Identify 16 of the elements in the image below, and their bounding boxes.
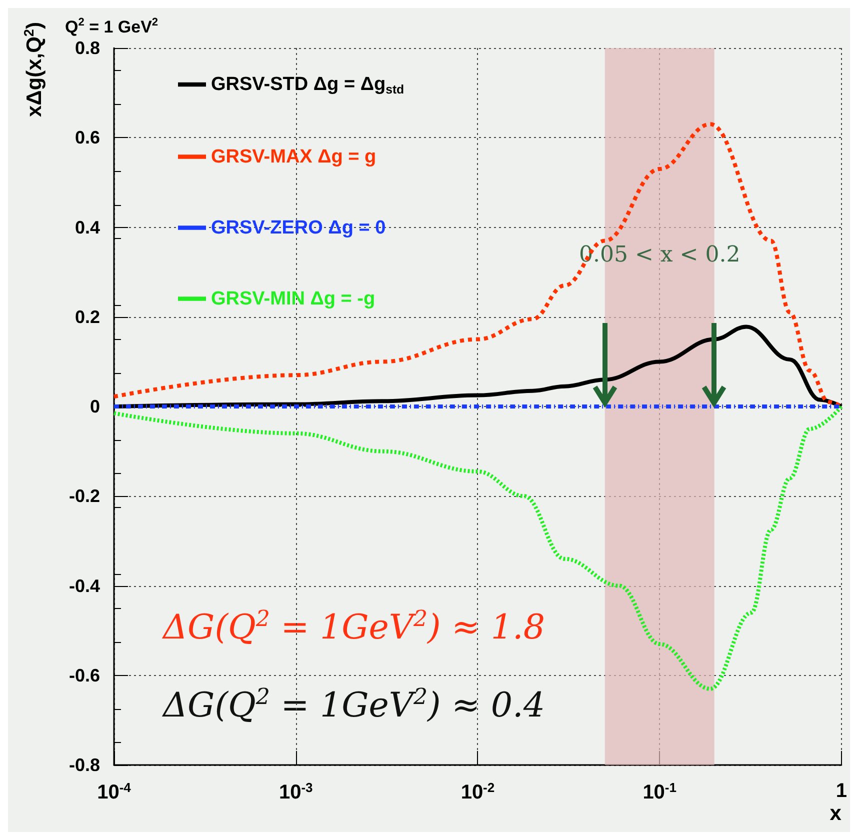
y-tick-label: -0.8 [68,755,100,775]
y-tick-label: 0 [90,396,100,416]
y-tick-label: -0.2 [68,486,100,506]
band-label: 0.05 < x < 0.2 [578,242,740,268]
y-tick-label: -0.4 [68,576,100,596]
y-axis-title: xΔg(x,Q2) [22,22,46,118]
y-tick-label: 0.6 [74,128,100,148]
legend-label: GRSV-ZERO Δg = 0 [211,217,386,238]
y-tick-label: -0.6 [68,665,100,686]
x-axis-title: x [830,802,842,825]
y-tick-label: 0.4 [74,217,100,238]
x-tick-label: 1 [836,780,847,802]
legend-label: GRSV-MAX Δg = g [211,146,376,168]
y-tick-label: 0.8 [74,38,100,58]
legend-label: GRSV-MIN Δg = -g [211,288,376,310]
y-tick-label: 0.2 [74,306,100,327]
